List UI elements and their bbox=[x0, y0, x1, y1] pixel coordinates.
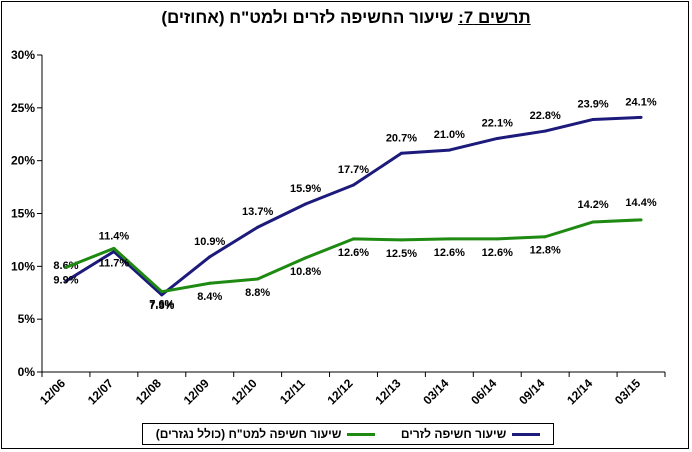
x-tick-label: 12/07 bbox=[85, 376, 116, 407]
data-point bbox=[352, 183, 355, 187]
data-label: 22.8% bbox=[530, 110, 561, 122]
data-label: 17.7% bbox=[338, 164, 369, 176]
chart-title-label: תרשים 7: bbox=[458, 8, 531, 27]
data-label: 12.6% bbox=[434, 247, 465, 259]
data-label: 10.8% bbox=[290, 266, 321, 278]
data-point bbox=[639, 115, 643, 119]
chart-title: תרשים 7: שיעור החשיפה לזרים ולמט"ח (אחוז… bbox=[0, 8, 692, 28]
y-tick-label: 5% bbox=[18, 312, 36, 326]
x-tick-label: 12/06 bbox=[37, 376, 68, 407]
series-line-foreign bbox=[65, 115, 642, 297]
x-tick-label: 12/12 bbox=[324, 376, 355, 407]
data-label: 7.6% bbox=[149, 299, 174, 311]
data-label: 9.9% bbox=[53, 274, 78, 286]
y-tick-label: 20% bbox=[11, 154, 35, 168]
x-tick-label: 09/14 bbox=[516, 376, 547, 407]
data-label: 15.9% bbox=[290, 183, 321, 195]
data-point bbox=[399, 151, 403, 155]
data-label: 21.0% bbox=[434, 129, 465, 141]
data-label: 24.1% bbox=[625, 96, 656, 108]
legend-swatch-foreign bbox=[512, 432, 541, 436]
data-point bbox=[399, 238, 403, 242]
data-point bbox=[64, 265, 68, 269]
y-tick-label: 15% bbox=[11, 207, 35, 221]
data-label: 12.6% bbox=[482, 247, 513, 259]
data-point bbox=[495, 136, 499, 140]
legend-item-foreign: שיעור חשיפה לזרים bbox=[400, 427, 541, 441]
y-tick-label: 0% bbox=[18, 365, 36, 379]
data-point bbox=[352, 237, 355, 241]
legend-label-fx: שיעור חשיפה למט"ח (כולל נגזרים) bbox=[155, 427, 342, 441]
data-label: 10.9% bbox=[194, 236, 225, 248]
legend-swatch-fx bbox=[347, 432, 376, 436]
x-tick-label: 12/13 bbox=[372, 376, 403, 407]
data-label: 14.4% bbox=[625, 197, 656, 209]
chart-legend: שיעור חשיפה לזרים שיעור חשיפה למט"ח (כול… bbox=[142, 423, 554, 445]
x-tick-label: 12/11 bbox=[277, 376, 308, 407]
data-point bbox=[256, 277, 260, 281]
data-point bbox=[304, 202, 308, 206]
data-label: 12.5% bbox=[386, 248, 417, 260]
data-label: 8.8% bbox=[245, 287, 270, 299]
legend-item-fx: שיעור חשיפה למט"ח (כולל נגזרים) bbox=[156, 427, 376, 441]
data-label: 22.1% bbox=[482, 117, 513, 129]
data-point bbox=[543, 129, 547, 133]
data-label: 14.2% bbox=[578, 199, 609, 211]
data-label: 7.3% bbox=[149, 300, 174, 312]
data-point bbox=[447, 237, 451, 241]
x-tick-label: 12/08 bbox=[133, 376, 164, 407]
legend-label-foreign: שיעור חשיפה לזרים bbox=[400, 427, 507, 441]
data-point bbox=[591, 220, 595, 224]
data-point bbox=[495, 237, 499, 241]
data-point bbox=[591, 117, 595, 121]
data-point bbox=[208, 281, 212, 285]
data-point bbox=[447, 148, 451, 152]
data-label: 13.7% bbox=[242, 206, 273, 218]
y-tick-label: 30% bbox=[11, 48, 35, 62]
data-label: 8.4% bbox=[197, 291, 222, 303]
chart-title-text: שיעור החשיפה לזרים ולמט"ח (אחוזים) bbox=[161, 8, 459, 27]
data-label: 12.8% bbox=[530, 245, 561, 257]
x-tick-label: 03/15 bbox=[612, 376, 643, 407]
data-point bbox=[160, 293, 164, 297]
y-tick-label: 25% bbox=[11, 101, 35, 115]
y-tick-label: 10% bbox=[11, 259, 35, 273]
data-point bbox=[64, 279, 68, 283]
data-point bbox=[160, 290, 164, 294]
data-point bbox=[304, 256, 308, 260]
data-label: 11.7% bbox=[99, 257, 130, 269]
data-point bbox=[208, 255, 212, 259]
x-tick-label: 06/14 bbox=[468, 376, 499, 407]
data-label: 20.7% bbox=[386, 132, 417, 144]
data-point bbox=[639, 218, 643, 222]
data-point bbox=[543, 235, 547, 239]
x-tick-label: 03/14 bbox=[420, 376, 451, 407]
x-tick-label: 12/10 bbox=[229, 376, 260, 407]
data-label: 11.4% bbox=[99, 231, 130, 243]
data-label: 23.9% bbox=[578, 98, 609, 110]
x-tick-label: 12/14 bbox=[564, 376, 595, 407]
data-point bbox=[256, 225, 260, 229]
data-point bbox=[112, 246, 116, 250]
data-label: 12.6% bbox=[338, 247, 369, 259]
x-tick-label: 12/09 bbox=[181, 376, 212, 407]
